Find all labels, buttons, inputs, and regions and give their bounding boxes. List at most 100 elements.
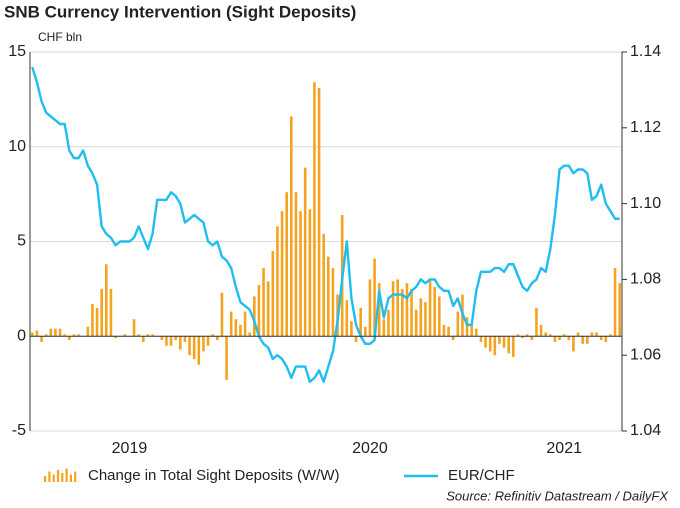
bar (387, 309, 390, 337)
legend-swatch (74, 471, 77, 482)
bar (197, 336, 201, 365)
bar (192, 336, 196, 359)
bar (183, 336, 187, 342)
bar (456, 311, 460, 337)
bar (433, 286, 436, 337)
bar (553, 336, 557, 342)
y-tick-label: 15 (8, 43, 26, 60)
y2-tick-label: 1.12 (630, 119, 661, 136)
bar (299, 211, 302, 337)
bar (539, 324, 543, 337)
bar (391, 281, 395, 337)
bar (498, 336, 501, 344)
bar (479, 336, 483, 342)
bar (308, 209, 312, 337)
bar (599, 336, 603, 341)
bar (202, 336, 205, 352)
y-tick-label: 5 (17, 233, 26, 250)
bar (331, 268, 335, 337)
bar (354, 336, 358, 342)
bar (262, 268, 265, 337)
bar (266, 281, 270, 337)
bar (49, 328, 53, 337)
bar (322, 233, 325, 337)
bar (188, 336, 191, 356)
bar (405, 283, 409, 337)
y2-tick-label: 1.04 (630, 422, 661, 439)
bar (54, 328, 57, 337)
legend-swatch (44, 476, 47, 482)
bar (451, 336, 455, 341)
bar (114, 336, 117, 339)
bar (169, 336, 173, 346)
bar (280, 211, 284, 337)
chart-subtitle: CHF bln (38, 30, 82, 44)
legend-swatch (56, 470, 60, 482)
legend-swatch (52, 474, 55, 482)
legend-swatch (69, 474, 72, 482)
bar (211, 334, 214, 337)
bar (521, 336, 524, 339)
x-tick-label: 2020 (352, 440, 388, 457)
bar (396, 279, 399, 337)
bar (317, 88, 321, 337)
bar (63, 334, 66, 337)
bar (609, 334, 612, 337)
bar (428, 279, 432, 337)
bar (91, 304, 94, 337)
y2-tick-label: 1.14 (630, 43, 661, 60)
bar (562, 334, 566, 337)
bar (132, 319, 136, 337)
bar (525, 334, 529, 337)
bar (40, 336, 43, 342)
legend-label: EUR/CHF (448, 467, 515, 484)
bar (572, 336, 575, 352)
legend-swatch (61, 473, 64, 482)
bar (364, 326, 367, 337)
bar (100, 288, 103, 337)
legend-swatch (48, 471, 51, 482)
bar (488, 336, 492, 352)
bar (174, 336, 177, 341)
legend-swatch (65, 468, 68, 482)
bar (285, 192, 288, 337)
bar (229, 311, 233, 337)
bar (290, 116, 293, 337)
bar (368, 279, 372, 337)
chart-title: SNB Currency Intervention (Sight Deposit… (4, 2, 356, 21)
bar (604, 336, 608, 342)
bar (142, 336, 145, 342)
bar (502, 336, 506, 348)
bar (253, 296, 256, 337)
bar (544, 332, 547, 337)
bar (239, 324, 242, 337)
y2-tick-label: 1.08 (630, 271, 661, 288)
y-tick-label: -5 (12, 422, 26, 439)
y2-tick-label: 1.10 (630, 195, 661, 212)
bar (613, 268, 617, 337)
bar (410, 288, 413, 337)
bar (44, 334, 48, 337)
bar (586, 336, 589, 344)
bar (216, 336, 219, 341)
bar (271, 250, 275, 337)
bar (475, 328, 478, 337)
bar (95, 307, 99, 337)
bar (165, 336, 168, 346)
bar (447, 326, 450, 337)
x-tick-label: 2021 (546, 440, 582, 457)
bar (558, 336, 561, 341)
bar (294, 192, 298, 337)
line (31, 66, 620, 383)
bar (225, 336, 228, 380)
bar (516, 334, 520, 337)
bar (359, 307, 362, 337)
bar (151, 334, 154, 337)
y-tick-label: 0 (17, 327, 26, 344)
bar (303, 167, 307, 337)
bar (484, 336, 487, 348)
bar (234, 319, 238, 337)
bar (493, 336, 497, 356)
x-tick-label: 2019 (112, 440, 148, 457)
